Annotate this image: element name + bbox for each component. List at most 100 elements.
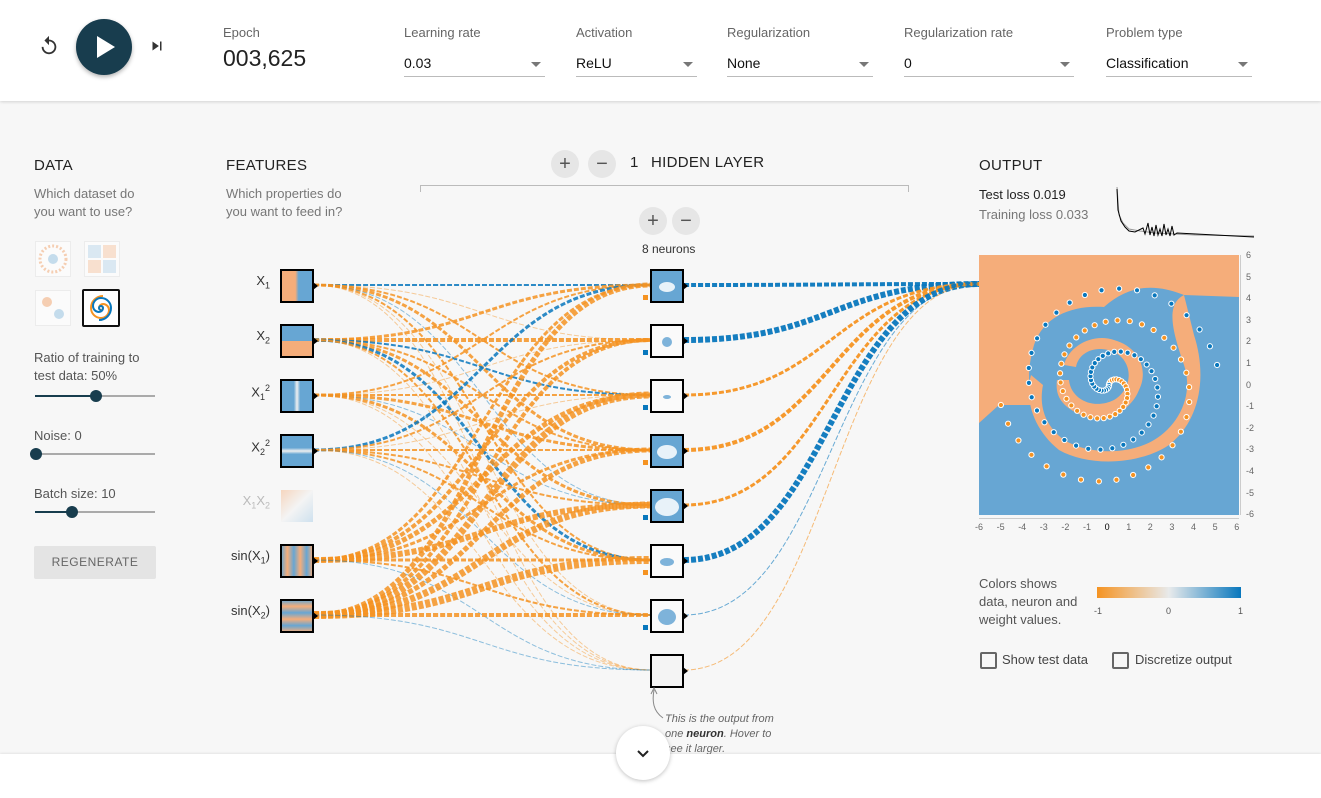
feature-label-x2: X2 [230,328,270,346]
learning-rate-label: Learning rate [404,25,481,40]
weight-link[interactable] [313,556,652,619]
data-point [1131,352,1138,359]
step-icon[interactable] [148,37,166,55]
batch-size-slider-knob[interactable] [66,506,78,518]
weight-link[interactable] [313,559,652,671]
dataset-xor-thumb[interactable] [84,241,120,277]
features-subtitle-line: Which properties do [226,186,342,201]
learning-rate-select[interactable]: 0.03 [404,52,545,77]
weight-link[interactable] [313,283,652,342]
data-point [1158,454,1165,461]
output-link[interactable] [683,283,980,671]
weight-link[interactable] [313,391,652,619]
reset-icon[interactable] [38,35,60,57]
ratio-label-line: test data: 50% [34,368,118,383]
discretize-output-checkbox[interactable] [1112,652,1129,669]
features-subtitle: Which properties do you want to feed in? [226,185,342,221]
weight-link[interactable] [313,339,652,451]
feature-node[interactable] [280,599,318,633]
bias-square[interactable] [643,350,648,355]
feature-sup: 2 [264,438,270,448]
y-tick-label: -4 [1246,466,1255,476]
remove-neuron-button[interactable]: − [672,207,700,235]
chevron-down-icon [859,62,869,67]
feature-node[interactable] [280,544,318,578]
weight-link[interactable] [313,394,652,506]
ratio-slider[interactable] [35,390,155,402]
data-point [1041,419,1048,426]
dataset-circle-thumb[interactable] [35,241,71,277]
noise-slider[interactable] [30,448,155,460]
bias-square[interactable] [643,460,648,465]
add-neuron-button[interactable]: + [639,207,667,235]
legend-tick: -1 [1094,606,1103,616]
color-legend-bar [1097,587,1241,598]
chevron-down-icon [637,750,649,758]
data-point [1150,412,1157,419]
data-point [1114,317,1121,324]
problem-type-select[interactable]: Classification [1106,52,1252,77]
output-link[interactable] [683,282,980,507]
dataset-spiral-thumb[interactable] [82,289,120,327]
weight-link[interactable] [313,282,652,618]
heatmap-orange-inner [1056,337,1143,419]
scroll-down-button[interactable] [616,726,670,780]
data-point [1100,415,1107,422]
output-link[interactable] [683,281,980,343]
x-tick-label: -2 [1061,522,1070,532]
bias-square[interactable] [643,570,648,575]
x-tick-label: 1 [1126,522,1132,532]
show-test-data-checkbox[interactable] [980,652,997,669]
bias-square[interactable] [643,405,648,410]
remove-layer-button[interactable]: − [588,150,616,178]
output-link[interactable] [683,282,980,287]
weight-link[interactable] [313,283,652,452]
hidden-neuron[interactable] [650,654,688,688]
hidden-neuron[interactable] [650,269,688,303]
play-button[interactable] [76,19,132,75]
batch-size-slider[interactable] [35,506,155,518]
data-point [1177,428,1184,435]
ratio-label-line: Ratio of training to [34,350,140,365]
bias-square[interactable] [643,515,648,520]
weight-link[interactable] [313,339,652,451]
weight-link[interactable] [313,283,652,562]
dataset-gauss-thumb[interactable] [35,290,71,326]
regularization-select[interactable]: None [727,52,873,77]
data-point [1185,383,1193,391]
data-point [1053,309,1060,316]
y-tick-label: -3 [1246,444,1255,455]
feature-node[interactable] [280,434,318,468]
output-link[interactable] [683,282,980,397]
regularization-rate-select[interactable]: 0 [904,52,1074,77]
add-layer-button[interactable]: + [551,150,579,178]
data-point [1028,451,1035,458]
x-tick-label: -5 [996,522,1005,532]
weight-link[interactable] [313,614,652,671]
bias-square[interactable] [643,625,648,630]
feature-node[interactable] [280,269,318,303]
output-link[interactable] [683,282,980,452]
weight-link[interactable] [313,284,652,396]
weight-link[interactable] [313,284,652,396]
output-link[interactable] [683,281,980,563]
activation-select[interactable]: ReLU [576,52,697,77]
weight-link[interactable] [313,338,652,617]
data-point [1143,361,1150,368]
top-control-bar: Epoch 003,625 Learning rate 0.03 Activat… [0,0,1321,101]
bias-square[interactable] [643,295,648,300]
weight-link[interactable] [313,447,652,618]
data-point [1028,394,1035,401]
feature-node[interactable] [281,490,313,522]
feature-node[interactable] [280,324,318,358]
feature-label-x1-squared: X12 [230,383,270,402]
feature-sub: 1 [259,391,265,402]
data-point [1150,326,1157,334]
noise-slider-knob[interactable] [30,448,42,460]
output-link[interactable] [683,283,980,616]
weight-link[interactable] [313,449,652,561]
ratio-slider-knob[interactable] [90,390,102,402]
feature-node[interactable] [280,379,318,413]
regenerate-button[interactable]: REGENERATE [34,546,156,579]
data-point [1152,375,1159,383]
